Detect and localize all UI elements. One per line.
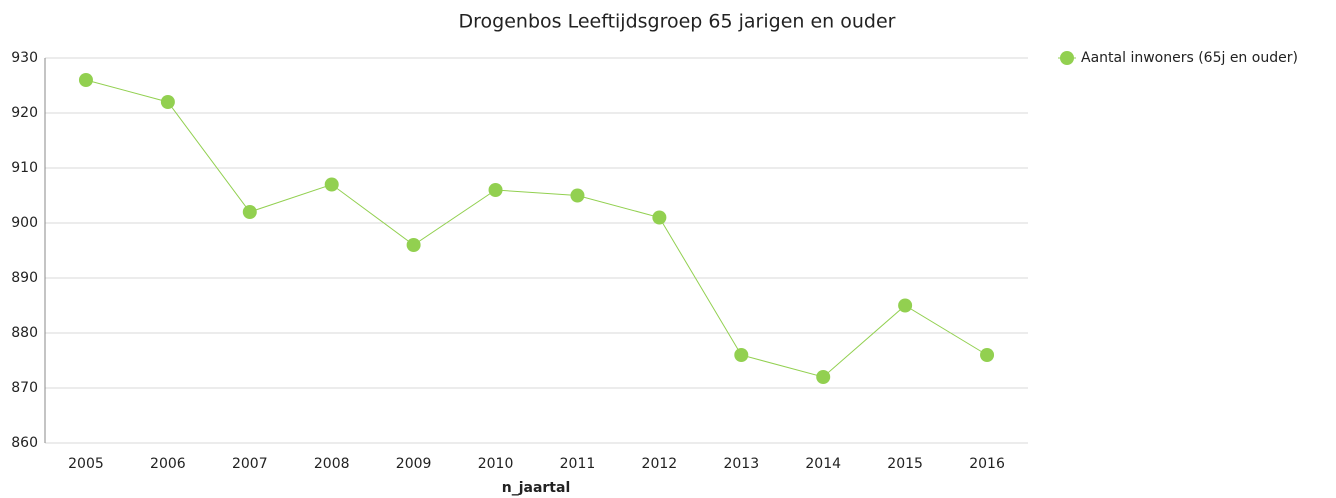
x-tick-label: 2013 [723,456,759,472]
legend-marker [1060,51,1074,65]
data-point [734,348,749,362]
data-point [980,348,995,362]
y-tick-label: 860 [11,435,38,451]
y-tick-label: 920 [11,105,38,121]
x-tick-label: 2011 [560,456,596,472]
data-point [488,183,503,197]
data-point [78,73,93,87]
x-tick-label: 2016 [969,456,1005,472]
x-tick-label: 2014 [805,456,841,472]
data-point [324,177,339,192]
y-tick-label: 900 [11,215,38,231]
data-point [406,238,421,252]
data-point [160,95,175,109]
y-tick-label: 930 [11,50,38,66]
series-line [85,79,988,378]
y-tick-label: 870 [11,380,38,396]
x-axis-label: n_jaartal [502,480,571,496]
y-tick-label: 880 [11,325,38,341]
x-tick-label: 2009 [396,456,432,472]
data-point [898,298,913,313]
data-point [242,205,257,219]
chart-title: Drogenbos Leeftijdsgroep 65 jarigen en o… [459,11,896,33]
y-tick-label: 890 [11,270,38,286]
x-tick-label: 2007 [232,456,268,472]
data-point [570,188,585,203]
legend-label: Aantal inwoners (65j en ouder) [1081,50,1298,66]
y-tick-label: 910 [11,160,38,176]
x-tick-label: 2006 [150,456,186,472]
x-tick-label: 2010 [478,456,514,472]
data-point [816,370,831,384]
x-tick-label: 2015 [887,456,923,472]
x-tick-label: 2008 [314,456,350,472]
x-tick-label: 2005 [68,456,104,472]
data-point [652,210,667,225]
x-tick-label: 2012 [642,456,678,472]
